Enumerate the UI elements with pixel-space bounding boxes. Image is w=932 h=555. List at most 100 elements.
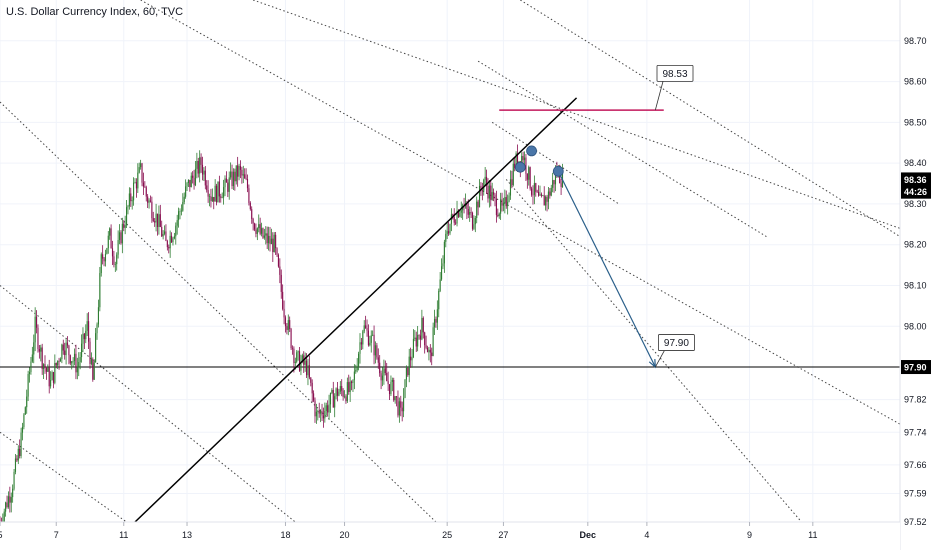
price-tag-label: 98.36 bbox=[904, 175, 927, 185]
candle-body bbox=[471, 212, 474, 229]
candle-body bbox=[384, 368, 386, 374]
candle-body bbox=[372, 334, 374, 336]
candle-body bbox=[131, 200, 133, 202]
candle-body bbox=[163, 231, 166, 234]
candle-body bbox=[342, 390, 344, 397]
candle-body bbox=[72, 360, 74, 362]
candle-body bbox=[134, 182, 136, 183]
candle-body bbox=[490, 185, 492, 200]
candle-body bbox=[76, 367, 78, 373]
candle-body bbox=[507, 201, 509, 207]
candle-body bbox=[383, 368, 385, 376]
y-tick-label: 97.66 bbox=[904, 460, 927, 470]
candle-body bbox=[55, 363, 57, 366]
channel-line bbox=[477, 60, 767, 237]
candle-body bbox=[483, 179, 485, 191]
candle-body bbox=[545, 196, 547, 206]
candle-body bbox=[459, 212, 461, 217]
candle-body bbox=[476, 201, 478, 219]
candle-body bbox=[359, 342, 361, 354]
candle-body bbox=[58, 360, 60, 362]
candle-body bbox=[531, 188, 533, 195]
candle-body bbox=[194, 168, 197, 186]
candle-body bbox=[495, 198, 497, 216]
candle-body bbox=[104, 253, 107, 262]
candle-body bbox=[231, 171, 233, 187]
callout-box bbox=[658, 334, 695, 351]
candle-body bbox=[306, 360, 308, 376]
candle-body bbox=[207, 190, 209, 197]
candle-body bbox=[24, 407, 26, 415]
projection-arrow bbox=[557, 171, 656, 368]
candle-body bbox=[19, 448, 21, 456]
candle-body bbox=[147, 196, 149, 203]
callout-box bbox=[656, 65, 694, 82]
candle-body bbox=[449, 223, 451, 234]
candle-body bbox=[34, 316, 36, 343]
candle-body bbox=[367, 330, 369, 346]
candle-body bbox=[221, 197, 223, 199]
candle-body bbox=[265, 233, 267, 236]
candle-body bbox=[388, 384, 391, 395]
candle-body bbox=[480, 185, 482, 191]
candle-body bbox=[529, 167, 531, 189]
candle-body bbox=[149, 200, 152, 202]
candle-body bbox=[171, 235, 173, 243]
candle-body bbox=[509, 179, 512, 196]
candle-body bbox=[272, 238, 274, 253]
candle-body bbox=[390, 381, 392, 395]
candle-body bbox=[197, 160, 199, 174]
candle-body bbox=[478, 185, 481, 208]
candle-body bbox=[494, 194, 496, 199]
candle-body bbox=[456, 210, 458, 224]
candle-body bbox=[270, 238, 272, 245]
candle-body bbox=[538, 192, 540, 196]
candle-body bbox=[9, 496, 11, 503]
x-tick-label: 20 bbox=[340, 530, 350, 540]
candle-body bbox=[83, 333, 85, 340]
candle-body bbox=[341, 386, 343, 391]
price-tag bbox=[901, 172, 931, 187]
candle-body bbox=[148, 200, 150, 203]
candle-body bbox=[269, 235, 271, 245]
candle-body bbox=[400, 401, 402, 408]
candle-body bbox=[116, 254, 118, 265]
x-tick-label: 27 bbox=[498, 530, 508, 540]
candle-body bbox=[155, 213, 157, 223]
candle-body bbox=[481, 190, 483, 191]
candle-body bbox=[365, 325, 367, 328]
candle-body bbox=[363, 325, 365, 332]
candle-body bbox=[178, 211, 180, 221]
candle-body bbox=[360, 342, 362, 345]
candle-body bbox=[487, 185, 489, 199]
candle-body bbox=[550, 187, 552, 196]
candle-body bbox=[38, 349, 40, 352]
candle-body bbox=[321, 411, 323, 416]
candle-body bbox=[339, 386, 341, 392]
candle-body bbox=[291, 348, 294, 349]
candle-body bbox=[448, 231, 450, 234]
candle-body bbox=[345, 396, 347, 402]
x-tick-label: Dec bbox=[580, 530, 597, 540]
candle-body bbox=[268, 235, 270, 244]
candle-body bbox=[467, 209, 469, 215]
candle-body bbox=[358, 353, 360, 368]
candle-body bbox=[426, 347, 429, 353]
candle-body bbox=[85, 330, 87, 340]
candle-body bbox=[298, 351, 301, 371]
candle-body bbox=[206, 185, 208, 191]
candle-body bbox=[218, 181, 220, 197]
candle-body bbox=[245, 178, 247, 180]
candle-body bbox=[431, 352, 433, 357]
candle-body bbox=[417, 335, 419, 347]
y-tick-label: 97.52 bbox=[904, 517, 927, 527]
candle-body bbox=[526, 173, 528, 180]
candle-body bbox=[355, 370, 357, 372]
candle-body bbox=[224, 178, 226, 188]
candle-body bbox=[261, 228, 263, 234]
candle-body bbox=[498, 213, 500, 217]
candle-body bbox=[185, 186, 187, 197]
candle-body bbox=[457, 210, 459, 217]
